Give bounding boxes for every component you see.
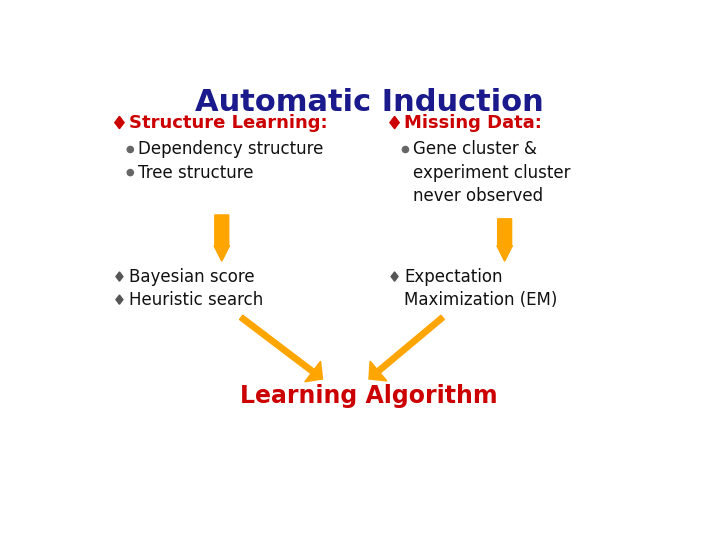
- Polygon shape: [369, 315, 444, 381]
- Text: Automatic Induction: Automatic Induction: [194, 88, 544, 117]
- Text: Heuristic search: Heuristic search: [129, 291, 263, 309]
- Polygon shape: [390, 117, 399, 129]
- Text: Gene cluster &: Gene cluster &: [413, 140, 537, 159]
- Text: experiment cluster: experiment cluster: [413, 164, 571, 181]
- Polygon shape: [214, 215, 230, 261]
- Text: Expectation: Expectation: [404, 267, 503, 286]
- Text: Missing Data:: Missing Data:: [404, 113, 541, 132]
- Polygon shape: [497, 219, 513, 261]
- Polygon shape: [240, 315, 323, 382]
- Polygon shape: [114, 117, 124, 129]
- Text: Maximization (EM): Maximization (EM): [404, 291, 557, 309]
- Polygon shape: [116, 272, 123, 281]
- Circle shape: [127, 146, 133, 153]
- Polygon shape: [391, 272, 398, 281]
- Text: Dependency structure: Dependency structure: [138, 140, 323, 159]
- Text: Tree structure: Tree structure: [138, 164, 253, 181]
- Text: Bayesian score: Bayesian score: [129, 267, 254, 286]
- Text: Learning Algorithm: Learning Algorithm: [240, 384, 498, 408]
- Polygon shape: [116, 295, 123, 304]
- Text: never observed: never observed: [413, 187, 544, 205]
- Text: Structure Learning:: Structure Learning:: [129, 113, 328, 132]
- Circle shape: [127, 170, 133, 176]
- Circle shape: [402, 146, 408, 153]
